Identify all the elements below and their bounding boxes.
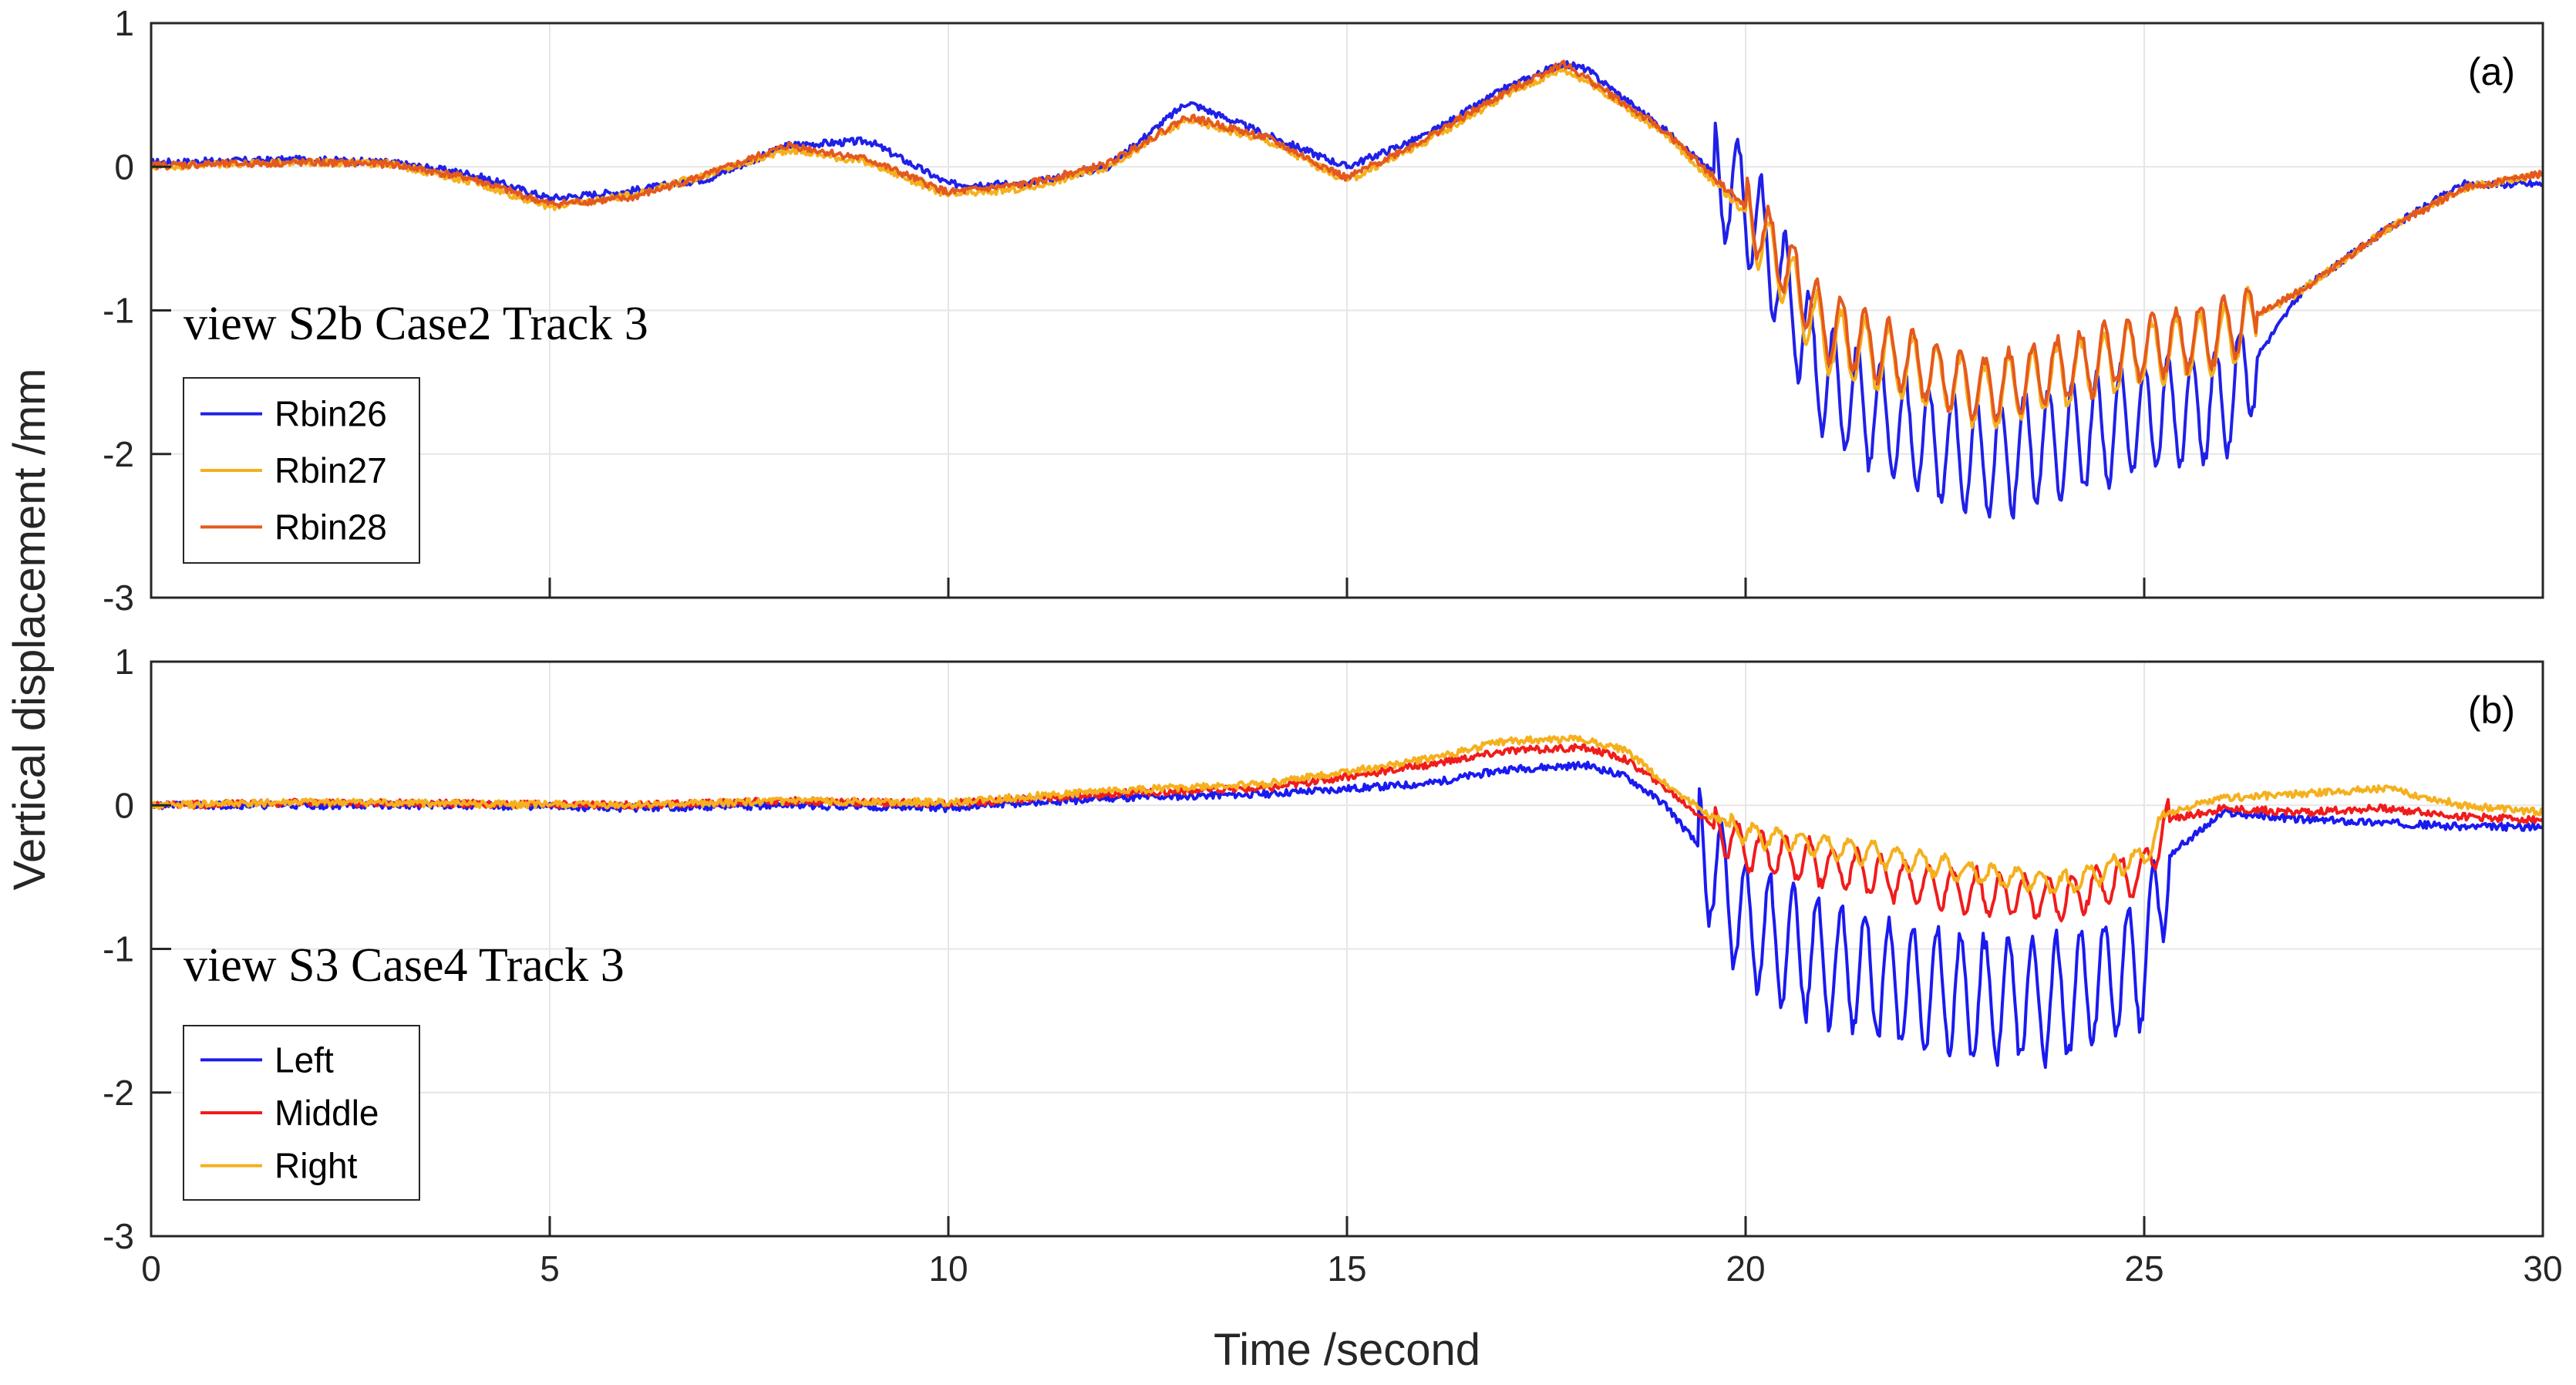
panel-b-xtick-label: 20 — [1726, 1249, 1765, 1289]
panel-a-series-rbin28 — [151, 59, 2543, 423]
panel-a-label: (a) — [2468, 50, 2515, 93]
panel-a-legend-label: Rbin27 — [274, 450, 387, 490]
panel-b-ytick-label: -1 — [103, 929, 134, 969]
panel-a-legend-label: Rbin26 — [274, 394, 387, 434]
panel-b-ytick-label: 0 — [114, 785, 134, 825]
panel-b-xtick-label: 10 — [928, 1249, 968, 1289]
panel-b-ytick-label: -2 — [103, 1073, 134, 1113]
panel-b-label: (b) — [2468, 689, 2515, 732]
panel-a-legend: Rbin26 Rbin27 Rbin28 — [183, 377, 420, 564]
panel-b-series — [151, 734, 2543, 1070]
panel-a-grid — [151, 23, 2543, 598]
panel-b-legend: Left Middle Right — [183, 1025, 420, 1201]
panel-a: 1 0 -1 -2 -3 view S2b Case2 Track 3 (a) Rbin… — [103, 3, 2544, 618]
panel-a-annotation: view S2b Case2 Track 3 — [184, 298, 648, 350]
panel-b: 10-1-2-30 5 10 15 20 25 30 view S3 Case4 Track… — [103, 642, 2562, 1289]
panel-b-ytick-label: 1 — [114, 642, 134, 682]
x-axis-label: Time /second — [1214, 1325, 1480, 1375]
panel-b-xtick-label: 15 — [1327, 1249, 1366, 1289]
panel-a-ytick-label: -3 — [103, 578, 134, 618]
panel-b-ticks: 10-1-2-30 5 10 15 20 25 30 — [103, 642, 2562, 1289]
panel-a-series-rbin27 — [151, 66, 2543, 430]
panel-b-xtick-label: 30 — [2523, 1249, 2562, 1289]
panel-a-ytick-label: -2 — [103, 434, 134, 474]
panel-b-grid — [151, 662, 2543, 1236]
panel-b-series-right — [151, 734, 2543, 895]
panel-a-ytick-label: 1 — [114, 3, 134, 43]
panel-a-ytick-label: 0 — [114, 147, 134, 187]
panel-b-ytick-label: -3 — [103, 1216, 134, 1256]
panel-a-legend-label: Rbin28 — [274, 507, 387, 547]
y-axis-label: Vertical displacement /mm — [5, 369, 55, 891]
panel-b-legend-label: Left — [274, 1040, 334, 1080]
panel-b-legend-box — [183, 1025, 420, 1201]
panel-b-legend-label: Right — [274, 1146, 358, 1186]
panel-b-annotation: view S3 Case4 Track 3 — [184, 939, 625, 992]
panel-b-xtick-label: 5 — [540, 1249, 560, 1289]
panel-a-ytick-label: -1 — [103, 291, 134, 331]
panel-b-xtick-label: 25 — [2124, 1249, 2164, 1289]
panel-a-ticks: 1 0 -1 -2 -3 — [103, 3, 2544, 618]
panel-b-xtick-label: 0 — [141, 1249, 161, 1289]
panel-a-series — [151, 59, 2543, 520]
panel-b-legend-label: Middle — [274, 1093, 379, 1133]
